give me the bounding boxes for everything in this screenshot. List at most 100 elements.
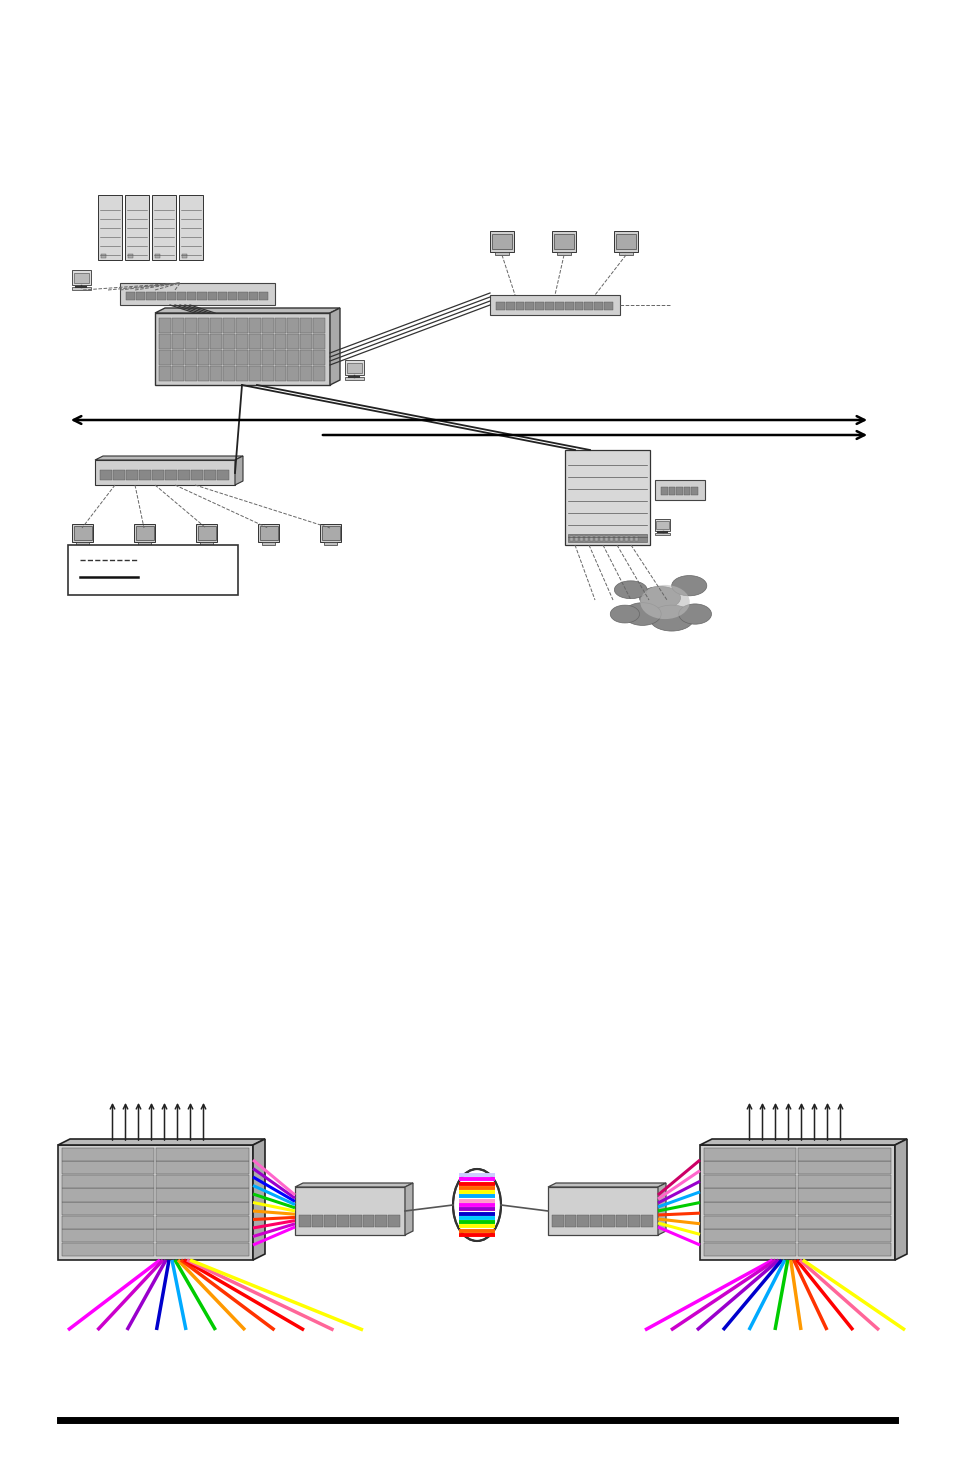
Bar xyxy=(172,333,184,350)
Bar xyxy=(555,302,563,310)
Bar xyxy=(195,524,217,543)
Bar xyxy=(228,292,237,299)
Bar xyxy=(300,333,312,350)
Bar xyxy=(691,487,698,496)
Polygon shape xyxy=(700,1139,906,1145)
Polygon shape xyxy=(330,308,339,385)
Bar xyxy=(798,1161,890,1174)
Bar xyxy=(604,535,607,541)
Bar xyxy=(211,333,222,350)
Bar xyxy=(602,1215,614,1227)
Bar xyxy=(798,1174,890,1187)
Bar xyxy=(594,302,602,310)
Bar xyxy=(249,333,260,350)
Bar xyxy=(490,232,514,252)
Ellipse shape xyxy=(610,605,639,622)
Bar xyxy=(167,292,176,299)
Bar xyxy=(274,319,286,333)
Bar xyxy=(139,471,151,479)
Bar xyxy=(71,288,91,291)
Bar xyxy=(156,1243,249,1257)
Bar xyxy=(640,1215,652,1227)
Bar xyxy=(235,350,248,364)
Bar xyxy=(516,302,524,310)
Bar xyxy=(172,366,184,381)
Ellipse shape xyxy=(678,603,711,624)
Bar xyxy=(703,1161,796,1174)
Bar xyxy=(492,235,512,249)
Bar xyxy=(345,378,363,381)
Polygon shape xyxy=(95,456,243,460)
Bar xyxy=(554,235,574,249)
Bar xyxy=(798,1215,890,1229)
Ellipse shape xyxy=(639,587,679,609)
Bar xyxy=(552,232,576,252)
Bar xyxy=(135,527,153,540)
Bar xyxy=(262,543,274,544)
Bar xyxy=(557,252,571,255)
Bar xyxy=(574,302,583,310)
Bar xyxy=(567,534,646,541)
Bar xyxy=(156,1189,249,1202)
Bar xyxy=(71,524,93,543)
Bar xyxy=(655,532,670,535)
Bar xyxy=(235,366,248,381)
Bar xyxy=(217,292,227,299)
Bar xyxy=(156,1215,249,1229)
Bar xyxy=(172,350,184,364)
Bar xyxy=(525,302,534,310)
Bar xyxy=(62,1202,154,1215)
Bar xyxy=(595,535,598,541)
Bar xyxy=(603,302,613,310)
Bar xyxy=(235,333,248,350)
Bar xyxy=(615,1215,627,1227)
Bar xyxy=(319,524,341,543)
Ellipse shape xyxy=(623,603,660,625)
Bar xyxy=(615,535,618,541)
Bar xyxy=(324,543,336,544)
Bar xyxy=(185,333,196,350)
Bar xyxy=(223,333,234,350)
Bar xyxy=(62,1215,154,1229)
Bar xyxy=(223,350,234,364)
Bar xyxy=(589,535,593,541)
Bar xyxy=(619,535,622,541)
Bar xyxy=(68,544,237,594)
Bar xyxy=(629,535,633,541)
Bar xyxy=(197,292,207,299)
Bar xyxy=(185,319,196,333)
Polygon shape xyxy=(253,1139,265,1260)
Bar xyxy=(579,535,582,541)
Bar xyxy=(584,302,593,310)
Bar xyxy=(616,235,636,249)
Bar xyxy=(197,350,209,364)
Bar xyxy=(98,195,122,260)
Bar xyxy=(505,302,514,310)
Bar xyxy=(261,366,274,381)
Bar xyxy=(655,479,704,500)
Bar xyxy=(197,527,215,540)
Bar xyxy=(577,1215,589,1227)
Bar xyxy=(676,487,682,496)
Bar xyxy=(668,487,675,496)
Bar xyxy=(197,366,209,381)
Bar xyxy=(62,1174,154,1187)
Bar xyxy=(300,319,312,333)
Bar xyxy=(156,1174,249,1187)
Bar xyxy=(71,270,91,285)
Bar xyxy=(261,333,274,350)
Bar xyxy=(249,319,260,333)
Bar xyxy=(62,1243,154,1257)
Bar xyxy=(187,292,196,299)
Bar xyxy=(249,292,257,299)
Ellipse shape xyxy=(614,581,646,599)
Bar xyxy=(156,292,166,299)
Bar xyxy=(324,1215,335,1227)
Bar xyxy=(159,333,171,350)
Bar xyxy=(635,535,638,541)
Bar xyxy=(703,1215,796,1229)
Bar xyxy=(703,1243,796,1257)
Bar xyxy=(62,1148,154,1161)
Bar xyxy=(496,302,504,310)
Polygon shape xyxy=(658,1183,665,1235)
